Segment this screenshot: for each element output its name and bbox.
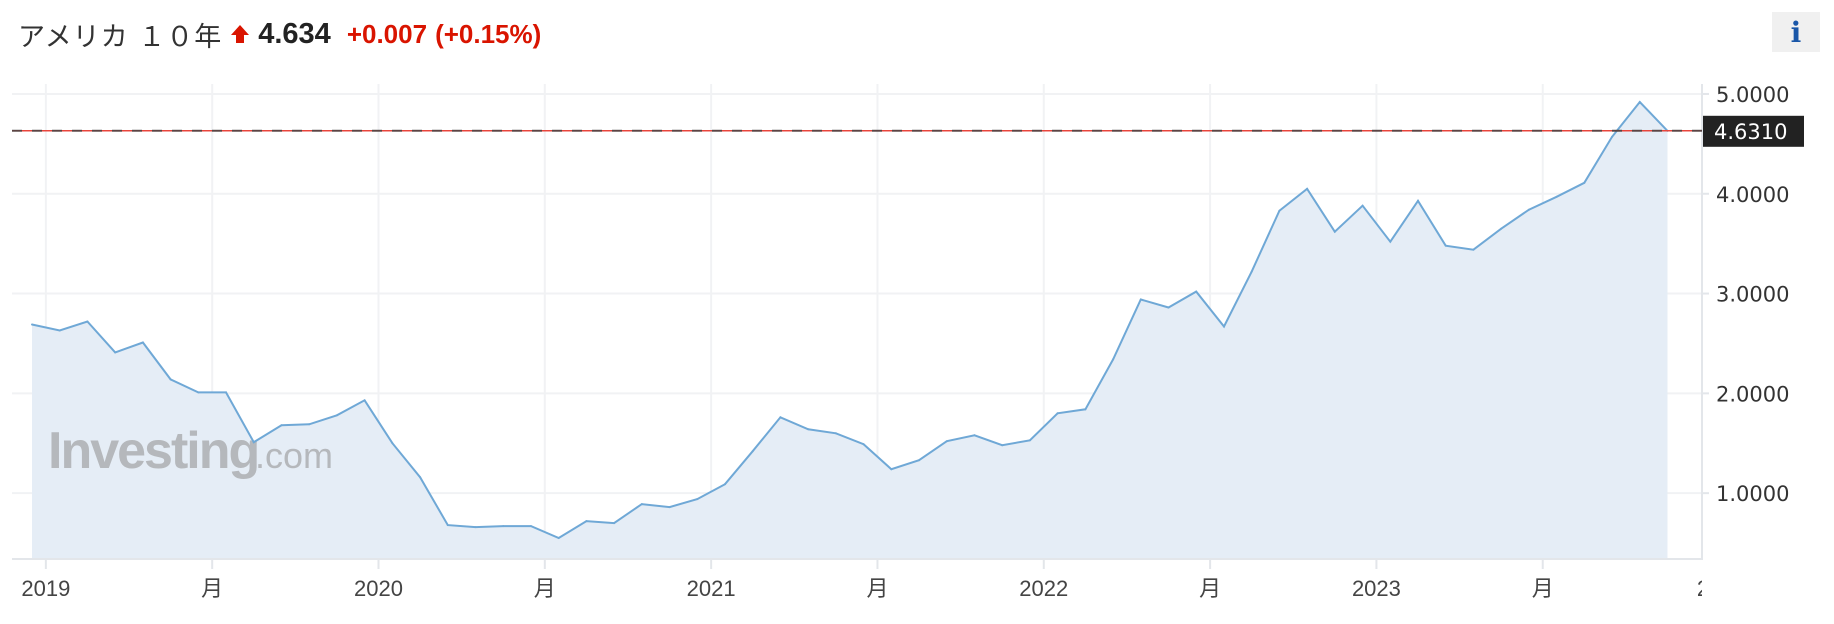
- current-value-marker: 4.6310: [12, 115, 1804, 147]
- data-point: [1278, 209, 1281, 212]
- watermark-brand: Investing: [48, 422, 258, 480]
- data-point: [1417, 199, 1419, 202]
- arrow-up-icon: [230, 23, 250, 45]
- data-point: [1167, 306, 1170, 309]
- data-point: [1084, 408, 1087, 411]
- data-point: [1389, 240, 1392, 243]
- data-point: [557, 537, 560, 540]
- data-point: [280, 424, 283, 427]
- data-point: [973, 434, 976, 437]
- data-point: [834, 432, 837, 435]
- y-axis-labels: 1.0000 2.0000 3.0000 4.0000 5.0000: [1716, 83, 1789, 506]
- data-point: [1333, 230, 1336, 233]
- data-point: [1611, 135, 1614, 138]
- y-tick-label: 5.0000: [1716, 83, 1789, 107]
- data-point: [1139, 298, 1142, 301]
- data-point: [1222, 325, 1225, 328]
- data-point: [585, 520, 588, 523]
- data-point: [391, 442, 394, 445]
- data-point: [724, 483, 726, 486]
- data-point: [1001, 444, 1004, 447]
- y-tick-label: 1.0000: [1716, 482, 1789, 506]
- data-point: [862, 443, 865, 446]
- data-point: [751, 450, 754, 453]
- data-point: [169, 378, 172, 381]
- info-icon: i: [1790, 15, 1802, 49]
- data-point: [1361, 204, 1364, 207]
- current-value-label: 4.6310: [1714, 120, 1787, 144]
- yield-line: [31, 100, 1669, 540]
- data-point: [1638, 100, 1641, 103]
- data-point: [640, 503, 643, 506]
- x-tick-label: 2021: [687, 576, 736, 601]
- data-point: [197, 391, 200, 394]
- data-point: [419, 476, 422, 479]
- x-tick-label: 月: [201, 576, 223, 601]
- data-point: [1583, 181, 1586, 184]
- price-change: +0.007: [346, 18, 428, 49]
- data-point: [890, 468, 893, 471]
- x-tick-label: 月: [1532, 576, 1554, 601]
- data-point: [252, 441, 255, 444]
- last-price: 4.634: [258, 17, 331, 50]
- x-tick-label: 月: [1199, 576, 1221, 601]
- data-point: [696, 498, 699, 501]
- y-tick-label: 4.0000: [1716, 183, 1789, 207]
- data-point: [308, 423, 311, 426]
- y-tick-label: 3.0000: [1716, 283, 1789, 307]
- data-point: [1527, 208, 1530, 211]
- x-tick-label: 2022: [1019, 576, 1068, 601]
- data-point: [86, 320, 89, 323]
- watermark-suffix: .com: [255, 435, 333, 476]
- x-tick-label: 2023: [1352, 576, 1401, 601]
- data-point: [807, 428, 810, 431]
- data-point: [1028, 439, 1031, 442]
- quote-header: アメリカ １０年 4.634 +0.007 (+0.15%): [18, 12, 541, 56]
- data-point: [474, 526, 477, 529]
- x-tick-label: 月: [866, 576, 888, 601]
- data-point: [31, 323, 33, 326]
- data-point: [529, 525, 532, 528]
- investing-watermark: Investing .com: [48, 422, 333, 480]
- x-axis-labels: 2019 月 2020 月 2021 月 2022 月 2023 月 20: [21, 576, 1721, 601]
- data-point: [502, 525, 505, 528]
- data-point: [1500, 227, 1503, 230]
- area-fill: [32, 102, 1668, 559]
- data-point: [779, 416, 782, 419]
- data-point: [363, 399, 366, 402]
- data-point: [1444, 244, 1447, 247]
- data-point: [613, 522, 616, 525]
- data-point: [1056, 412, 1059, 415]
- x-tick-label: 2020: [354, 576, 403, 601]
- data-point: [1112, 358, 1115, 361]
- y-tick-label: 2.0000: [1716, 382, 1789, 406]
- data-point: [225, 391, 228, 394]
- x-tick-label: 20: [1697, 576, 1721, 601]
- axes: [12, 84, 1709, 569]
- data-point: [58, 329, 61, 332]
- data-point: [1472, 248, 1475, 251]
- price-change-percent: (+0.15%): [435, 18, 542, 49]
- data-point: [945, 440, 948, 443]
- data-point: [918, 459, 921, 462]
- data-point: [114, 351, 117, 354]
- info-button[interactable]: i: [1772, 12, 1820, 52]
- data-point: [1306, 187, 1309, 190]
- data-point: [668, 506, 671, 509]
- data-point: [1195, 290, 1198, 293]
- data-point: [446, 524, 449, 527]
- x-tick-label: 月: [534, 576, 556, 601]
- data-point: [1250, 270, 1253, 273]
- data-point: [141, 341, 144, 344]
- current-value-badge: [1703, 115, 1804, 147]
- instrument-title: アメリカ １０年: [18, 21, 223, 53]
- data-point: [335, 414, 338, 417]
- x-tick-label: 2019: [21, 576, 70, 601]
- data-point: [1555, 195, 1558, 198]
